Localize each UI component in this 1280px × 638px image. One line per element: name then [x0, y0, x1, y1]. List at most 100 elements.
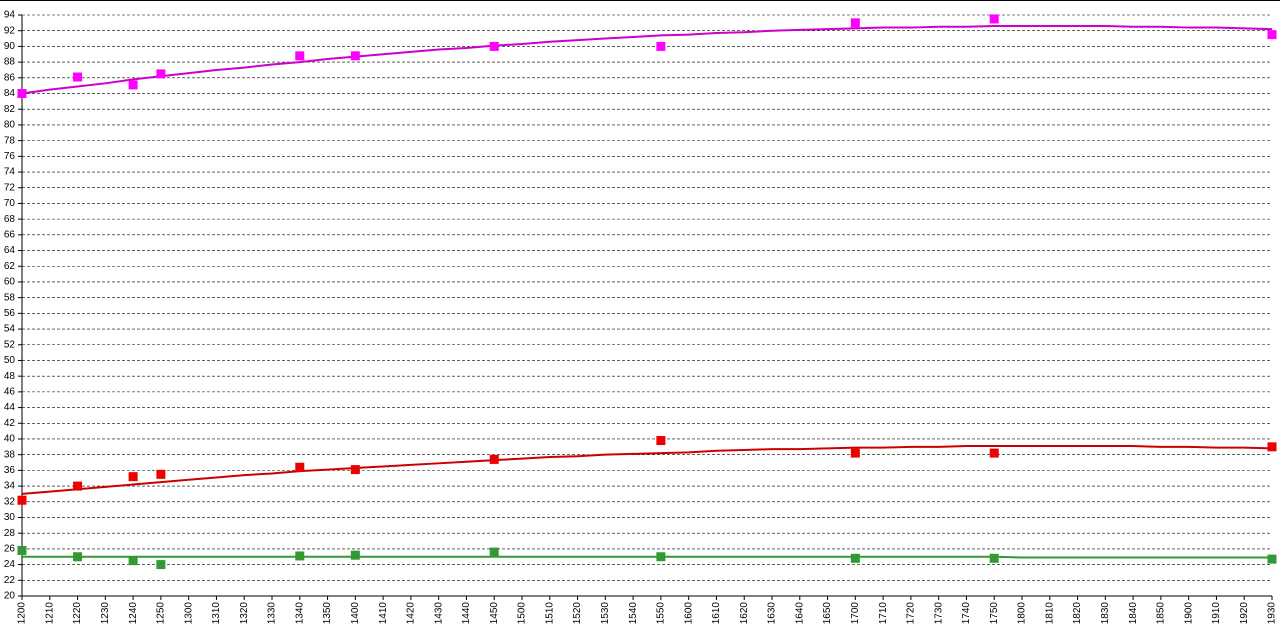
y-tick-label: 86 — [4, 72, 16, 83]
marker — [850, 553, 860, 563]
y-tick-label: 66 — [4, 229, 16, 240]
x-tick-label: 1240 — [128, 602, 139, 625]
y-tick-label: 42 — [4, 418, 16, 429]
marker — [128, 556, 138, 566]
marker — [73, 72, 83, 82]
marker — [1267, 442, 1277, 452]
x-tick-label: 1330 — [267, 602, 278, 625]
marker — [850, 448, 860, 458]
trend-line — [21, 445, 1273, 495]
y-tick-label: 28 — [4, 528, 16, 539]
x-tick-label: 1640 — [794, 602, 805, 625]
y-tick-label: 82 — [4, 104, 16, 115]
y-tick-label: 48 — [4, 371, 16, 382]
x-tick-label: 1300 — [183, 602, 194, 625]
y-tick-label: 64 — [4, 245, 16, 256]
x-tick-label: 1520 — [572, 602, 583, 625]
x-tick-label: 1200 — [17, 602, 28, 625]
y-tick-label: 92 — [4, 25, 16, 36]
marker — [989, 14, 999, 24]
y-tick-label: 78 — [4, 135, 16, 146]
marker — [128, 80, 138, 90]
x-tick-label: 1220 — [72, 602, 83, 625]
marker — [989, 553, 999, 563]
y-tick-label: 54 — [4, 324, 16, 335]
marker — [1267, 30, 1277, 40]
x-tick-label: 1900 — [1183, 602, 1194, 625]
x-tick-label: 1720 — [906, 602, 917, 625]
y-tick-label: 88 — [4, 57, 16, 68]
y-tick-label: 90 — [4, 41, 16, 52]
marker — [350, 51, 360, 61]
marker — [295, 51, 305, 61]
y-tick-label: 60 — [4, 277, 16, 288]
x-tick-label: 1340 — [294, 602, 305, 625]
y-tick-label: 20 — [4, 591, 16, 602]
y-tick-label: 34 — [4, 481, 16, 492]
marker — [656, 552, 666, 562]
y-tick-label: 44 — [4, 402, 16, 413]
x-tick-label: 1740 — [961, 602, 972, 625]
marker — [489, 454, 499, 464]
x-tick-label: 1320 — [239, 602, 250, 625]
y-tick-label: 50 — [4, 355, 16, 366]
y-tick-label: 70 — [4, 198, 16, 209]
y-tick-label: 84 — [4, 88, 16, 99]
marker — [656, 436, 666, 446]
marker — [295, 551, 305, 561]
x-tick-label: 1410 — [378, 602, 389, 625]
y-tick-label: 74 — [4, 167, 16, 178]
x-tick-label: 1250 — [156, 602, 167, 625]
x-tick-label: 1500 — [517, 602, 528, 625]
x-tick-label: 1800 — [1017, 602, 1028, 625]
y-tick-label: 46 — [4, 387, 16, 398]
x-tick-label: 1650 — [822, 602, 833, 625]
y-tick-label: 38 — [4, 449, 16, 460]
marker — [295, 462, 305, 472]
marker — [156, 560, 166, 570]
marker — [17, 495, 27, 505]
y-tick-label: 76 — [4, 151, 16, 162]
marker — [128, 472, 138, 482]
x-tick-label: 1700 — [850, 602, 861, 625]
y-tick-label: 30 — [4, 512, 16, 523]
x-tick-label: 1210 — [44, 602, 55, 625]
x-tick-label: 1610 — [711, 602, 722, 625]
marker — [156, 69, 166, 79]
x-tick-label: 1830 — [1100, 602, 1111, 625]
y-tick-label: 24 — [4, 559, 16, 570]
marker — [17, 545, 27, 555]
x-tick-label: 1540 — [628, 602, 639, 625]
y-tick-label: 80 — [4, 120, 16, 131]
x-tick-label: 1400 — [350, 602, 361, 625]
marker — [73, 552, 83, 562]
y-tick-label: 68 — [4, 214, 16, 225]
y-tick-label: 58 — [4, 292, 16, 303]
x-tick-label: 1810 — [1044, 602, 1055, 625]
marker — [850, 18, 860, 28]
x-tick-label: 1510 — [544, 602, 555, 625]
trend-line — [21, 24, 1273, 95]
marker — [156, 469, 166, 479]
x-tick-label: 1350 — [322, 602, 333, 625]
x-tick-label: 1620 — [739, 602, 750, 625]
marker — [350, 465, 360, 475]
y-tick-label: 56 — [4, 308, 16, 319]
x-tick-label: 1420 — [406, 602, 417, 625]
x-tick-label: 1910 — [1211, 602, 1222, 625]
x-tick-label: 1550 — [656, 602, 667, 625]
x-tick-label: 1600 — [683, 602, 694, 625]
y-tick-label: 26 — [4, 544, 16, 555]
x-tick-label: 1920 — [1239, 602, 1250, 625]
x-tick-label: 1530 — [600, 602, 611, 625]
x-tick-label: 1750 — [989, 602, 1000, 625]
x-tick-label: 1730 — [933, 602, 944, 625]
x-tick-label: 1840 — [1128, 602, 1139, 625]
marker — [489, 547, 499, 557]
x-tick-label: 1430 — [433, 602, 444, 625]
x-tick-label: 1440 — [461, 602, 472, 625]
x-tick-label: 1710 — [878, 602, 889, 625]
marker — [17, 89, 27, 99]
